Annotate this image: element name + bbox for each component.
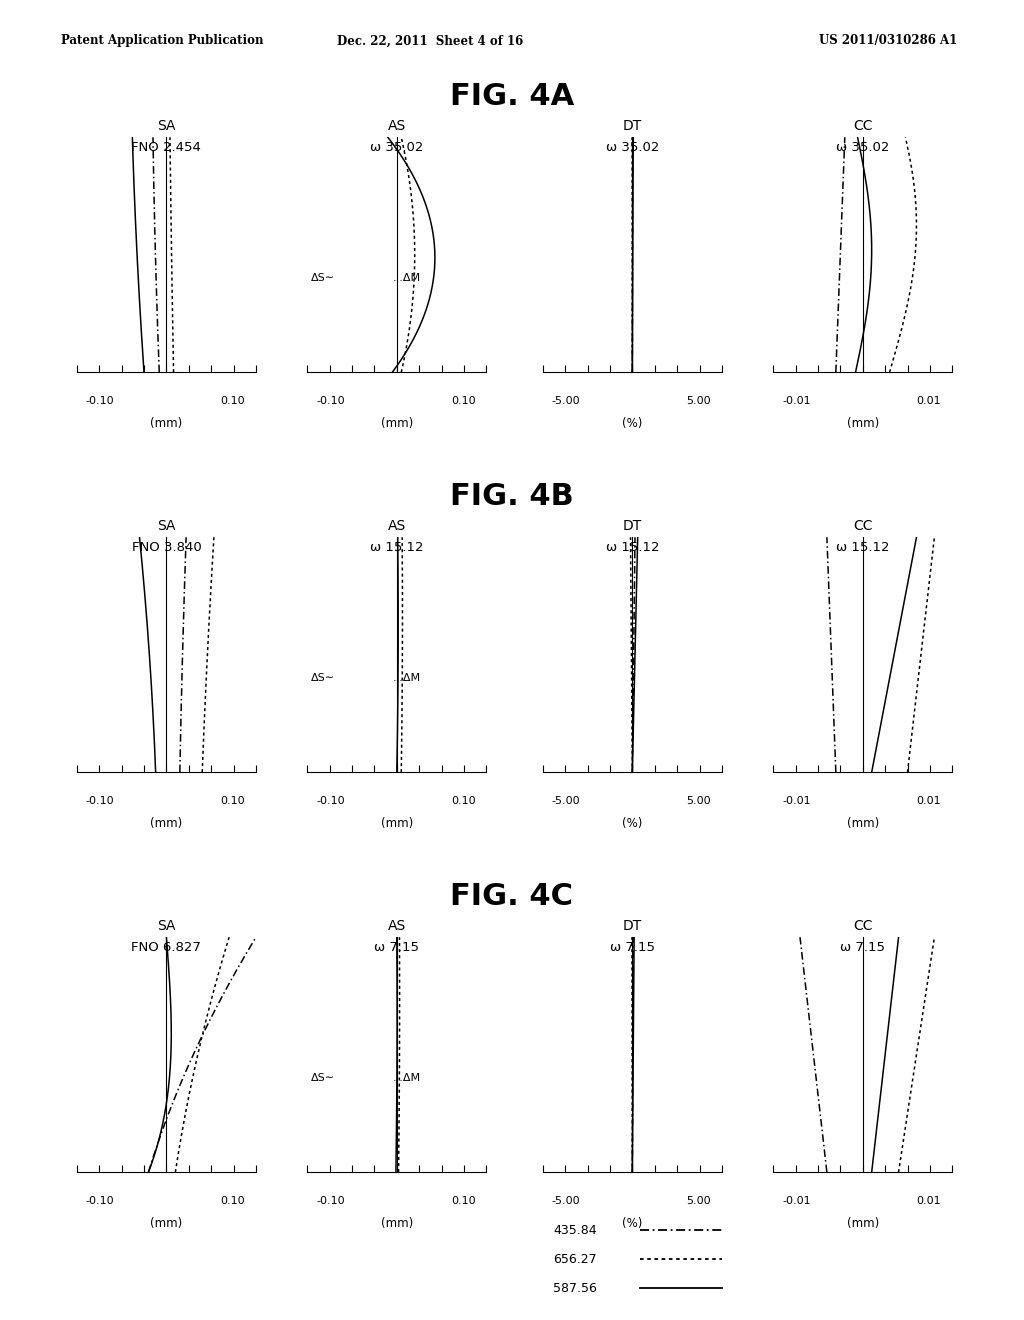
Text: 0.10: 0.10 [451, 396, 475, 407]
Text: Dec. 22, 2011  Sheet 4 of 16: Dec. 22, 2011 Sheet 4 of 16 [337, 34, 523, 48]
Text: FIG. 4A: FIG. 4A [450, 82, 574, 111]
Text: (%): (%) [623, 1217, 642, 1230]
Text: 0.10: 0.10 [451, 1196, 475, 1206]
Text: DT: DT [623, 119, 642, 133]
Text: 435.84: 435.84 [553, 1224, 597, 1237]
Text: ω 15.12: ω 15.12 [605, 541, 659, 554]
Text: ...ΔM: ...ΔM [393, 673, 421, 684]
Text: US 2011/0310286 A1: US 2011/0310286 A1 [819, 34, 957, 48]
Text: -0.01: -0.01 [782, 396, 811, 407]
Text: -5.00: -5.00 [552, 396, 581, 407]
Text: FNO 2.454: FNO 2.454 [131, 141, 202, 154]
Text: (mm): (mm) [381, 417, 413, 430]
Text: ω 7.15: ω 7.15 [841, 941, 885, 954]
Text: DT: DT [623, 919, 642, 933]
Text: -0.10: -0.10 [86, 1196, 115, 1206]
Text: DT: DT [623, 519, 642, 533]
Text: 5.00: 5.00 [686, 1196, 711, 1206]
Text: FNO 3.840: FNO 3.840 [131, 541, 202, 554]
Text: 0.10: 0.10 [220, 796, 245, 807]
Text: AS: AS [388, 919, 406, 933]
Text: 0.01: 0.01 [916, 1196, 941, 1206]
Text: -0.10: -0.10 [316, 1196, 345, 1206]
Text: ω 35.02: ω 35.02 [605, 141, 659, 154]
Text: (mm): (mm) [381, 817, 413, 830]
Text: ΔS∼: ΔS∼ [311, 673, 335, 684]
Text: (%): (%) [623, 417, 642, 430]
Text: (mm): (mm) [381, 1217, 413, 1230]
Text: (mm): (mm) [151, 817, 182, 830]
Text: 0.10: 0.10 [451, 796, 475, 807]
Text: (%): (%) [623, 817, 642, 830]
Text: (mm): (mm) [151, 1217, 182, 1230]
Text: ω 15.12: ω 15.12 [370, 541, 424, 554]
Text: AS: AS [388, 119, 406, 133]
Text: 0.01: 0.01 [916, 396, 941, 407]
Text: ω 7.15: ω 7.15 [375, 941, 419, 954]
Text: AS: AS [388, 519, 406, 533]
Text: ΔS∼: ΔS∼ [311, 273, 335, 284]
Text: SA: SA [157, 119, 176, 133]
Text: CC: CC [853, 919, 872, 933]
Text: -5.00: -5.00 [552, 1196, 581, 1206]
Text: 5.00: 5.00 [686, 396, 711, 407]
Text: -0.10: -0.10 [86, 796, 115, 807]
Text: -0.01: -0.01 [782, 1196, 811, 1206]
Text: -5.00: -5.00 [552, 796, 581, 807]
Text: CC: CC [853, 119, 872, 133]
Text: -0.10: -0.10 [316, 796, 345, 807]
Text: 587.56: 587.56 [553, 1282, 597, 1295]
Text: 0.10: 0.10 [220, 396, 245, 407]
Text: ω 35.02: ω 35.02 [370, 141, 424, 154]
Text: -0.10: -0.10 [86, 396, 115, 407]
Text: CC: CC [853, 519, 872, 533]
Text: -0.10: -0.10 [316, 396, 345, 407]
Text: Patent Application Publication: Patent Application Publication [61, 34, 264, 48]
Text: SA: SA [157, 519, 176, 533]
Text: 0.10: 0.10 [220, 1196, 245, 1206]
Text: FIG. 4C: FIG. 4C [451, 882, 573, 911]
Text: FNO 6.827: FNO 6.827 [131, 941, 202, 954]
Text: -0.01: -0.01 [782, 796, 811, 807]
Text: FIG. 4B: FIG. 4B [451, 482, 573, 511]
Text: ...ΔM: ...ΔM [393, 1073, 421, 1084]
Text: ...ΔM: ...ΔM [393, 273, 421, 284]
Text: ω 7.15: ω 7.15 [610, 941, 654, 954]
Text: (mm): (mm) [847, 817, 879, 830]
Text: 5.00: 5.00 [686, 796, 711, 807]
Text: 656.27: 656.27 [553, 1253, 597, 1266]
Text: 0.01: 0.01 [916, 796, 941, 807]
Text: ω 15.12: ω 15.12 [836, 541, 890, 554]
Text: (mm): (mm) [847, 1217, 879, 1230]
Text: ΔS∼: ΔS∼ [311, 1073, 335, 1084]
Text: (mm): (mm) [151, 417, 182, 430]
Text: ω 35.02: ω 35.02 [836, 141, 890, 154]
Text: (mm): (mm) [847, 417, 879, 430]
Text: SA: SA [157, 919, 176, 933]
